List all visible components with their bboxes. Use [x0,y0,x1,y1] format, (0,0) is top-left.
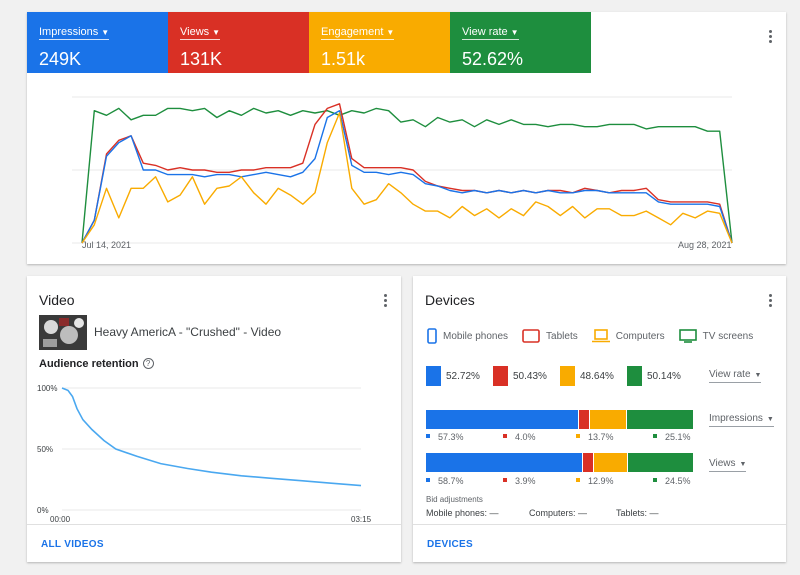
impressions-dropdown[interactable]: Impressions ▼ [709,413,774,427]
divider [413,524,786,525]
bar-segment-computers [590,410,627,429]
metric-tab-view-rate[interactable]: View rate ▼ 52.62% [450,12,591,73]
more-options-icon[interactable] [769,30,773,45]
bid-adjustments-heading: Bid adjustments [426,495,483,504]
card-title: Video [39,292,75,308]
devices-card: Devices Mobile phones Tablets Computers … [413,276,786,562]
metric-value: 131K [180,49,223,69]
view-rate-tablets: 50.43% [493,366,547,386]
card-title: Devices [425,292,475,308]
divider [27,524,401,525]
legend-mobile-phones: Mobile phones [427,328,508,344]
series-line-views [81,103,733,244]
performance-line-chart [72,96,733,244]
metric-tab-impressions[interactable]: Impressions ▼ 249K [27,12,168,73]
x-tick-label: 00:00 [50,515,71,524]
audience-retention-chart: 100% 50% 0%00:00 03:15 [37,384,372,524]
devices-link[interactable]: DEVICES [427,539,474,550]
views-dropdown[interactable]: Views ▼ [709,458,747,472]
series-line-impressions [81,110,733,244]
view-rate-dropdown[interactable]: View rate ▼ [709,369,762,383]
dropdown-caret-icon: ▼ [739,461,747,468]
tablet-icon [522,329,540,343]
retention-line [61,387,362,487]
computer-icon [591,329,610,343]
bar-segment-mobile [426,410,580,429]
legend-tablets: Tablets [522,328,578,344]
more-options-icon[interactable] [769,294,773,309]
x-axis-start-label: Jul 14, 2021 [82,240,132,250]
performance-card: Impressions ▼ 249K Views ▼ 131K Engagement… [27,12,786,264]
bar-segment-computers [593,453,629,472]
dropdown-caret-icon: ▼ [766,416,774,423]
legend-computers: Computers [591,328,665,344]
help-icon[interactable]: ? [142,358,154,369]
metric-value: 249K [39,49,82,69]
bid-tablets: Tablets: — [616,508,659,518]
view-rate-computers: 48.64% [560,366,614,386]
legend-tv-screens: TV screens [678,328,753,344]
series-line-view-rate [81,107,733,244]
metric-label: View rate ▼ [462,26,519,40]
bid-computers: Computers: — [529,508,588,518]
dropdown-caret-icon: ▼ [212,28,221,37]
all-videos-link[interactable]: ALL VIDEOS [41,539,104,550]
view-rate-mobile: 52.72% [426,366,480,386]
impressions-stacked-bar [426,410,694,429]
more-options-icon[interactable] [384,294,388,309]
x-axis-end-label: Aug 28, 2021 [678,240,732,250]
dropdown-caret-icon: ▼ [386,28,395,37]
y-tick-label: 100% [37,384,57,393]
bar-segment-tablets [583,453,594,472]
y-tick-label: 0% [37,506,49,515]
metric-tab-views[interactable]: Views ▼ 131K [168,12,309,73]
bar-segment-tablets [579,410,591,429]
metric-label: Views ▼ [180,26,221,40]
metric-tab-engagement[interactable]: Engagement ▼ 1.51k [309,12,450,73]
bar-segment-tv [628,453,694,472]
dropdown-caret-icon: ▼ [101,28,110,37]
video-card: Video Heavy AmericA - "Crushed" - Video … [27,276,401,562]
tv-screen-icon [678,329,697,343]
metric-value: 1.51k [321,49,366,69]
bar-segment-tv [626,410,694,429]
metric-label: Engagement ▼ [321,26,395,40]
bid-mobile-phones: Mobile phones: — [426,508,499,518]
mobile-phone-icon [427,328,437,344]
device-legend: Mobile phones Tablets Computers TV scree… [427,328,767,344]
x-tick-label: 03:15 [351,515,372,524]
view-rate-tv: 50.14% [627,366,681,386]
video-title[interactable]: Heavy AmericA - "Crushed" - Video [94,325,282,339]
audience-retention-heading: Audience retention? [39,358,154,370]
metric-label: Impressions ▼ [39,26,110,40]
video-thumbnail[interactable] [39,315,87,350]
dropdown-caret-icon: ▼ [510,28,519,37]
series-line-engagement [81,112,733,244]
views-stacked-bar [426,453,694,472]
bar-segment-mobile [426,453,584,472]
metric-value: 52.62% [462,49,524,69]
dropdown-caret-icon: ▼ [754,372,762,379]
y-tick-label: 50% [37,445,53,454]
